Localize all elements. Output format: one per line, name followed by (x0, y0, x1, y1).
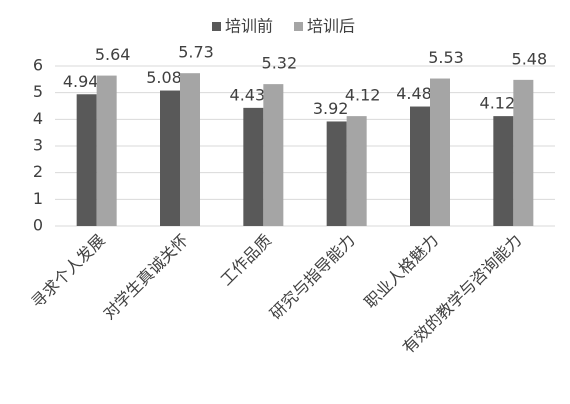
data-label: 5.32 (262, 54, 298, 73)
bar (243, 107, 264, 226)
x-tick-label: 研究与指导能力 (266, 231, 359, 324)
bar (160, 90, 180, 227)
data-label: 4.48 (396, 84, 432, 103)
bar (430, 78, 450, 227)
x-tick-label: 对学生真诚关怀 (99, 231, 192, 324)
y-tick-label: 5 (33, 82, 43, 101)
legend-label: 培训后 (307, 17, 355, 36)
legend-swatch (294, 22, 303, 31)
bar (410, 106, 430, 226)
bar (263, 84, 284, 226)
bar (346, 116, 367, 226)
data-label: 5.73 (178, 43, 214, 62)
data-label: 4.12 (345, 86, 381, 105)
data-label: 5.53 (428, 48, 464, 67)
bar (493, 116, 514, 226)
data-label: 3.92 (313, 99, 349, 118)
data-label: 4.94 (63, 72, 99, 91)
legend-swatch (212, 22, 221, 31)
y-tick-label: 0 (33, 216, 43, 235)
bar (96, 75, 117, 226)
y-tick-label: 3 (33, 136, 43, 155)
bar (326, 121, 347, 226)
data-label: 5.48 (512, 49, 548, 68)
data-label: 4.12 (480, 94, 516, 113)
y-tick-label: 6 (33, 56, 43, 75)
x-tick-label: 职业人格魅力 (361, 231, 442, 312)
y-tick-label: 4 (33, 109, 43, 128)
bar (180, 73, 200, 226)
x-tick-label: 工作品质 (217, 231, 276, 290)
y-tick-label: 2 (33, 162, 43, 181)
bar (76, 94, 97, 227)
bar (513, 79, 534, 226)
data-label: 5.64 (95, 45, 131, 64)
data-label: 4.43 (230, 85, 266, 104)
data-label: 5.08 (146, 68, 182, 87)
x-tick-label: 寻求个人发展 (27, 231, 108, 312)
y-tick-label: 1 (33, 189, 43, 208)
legend-label: 培训前 (225, 17, 273, 36)
